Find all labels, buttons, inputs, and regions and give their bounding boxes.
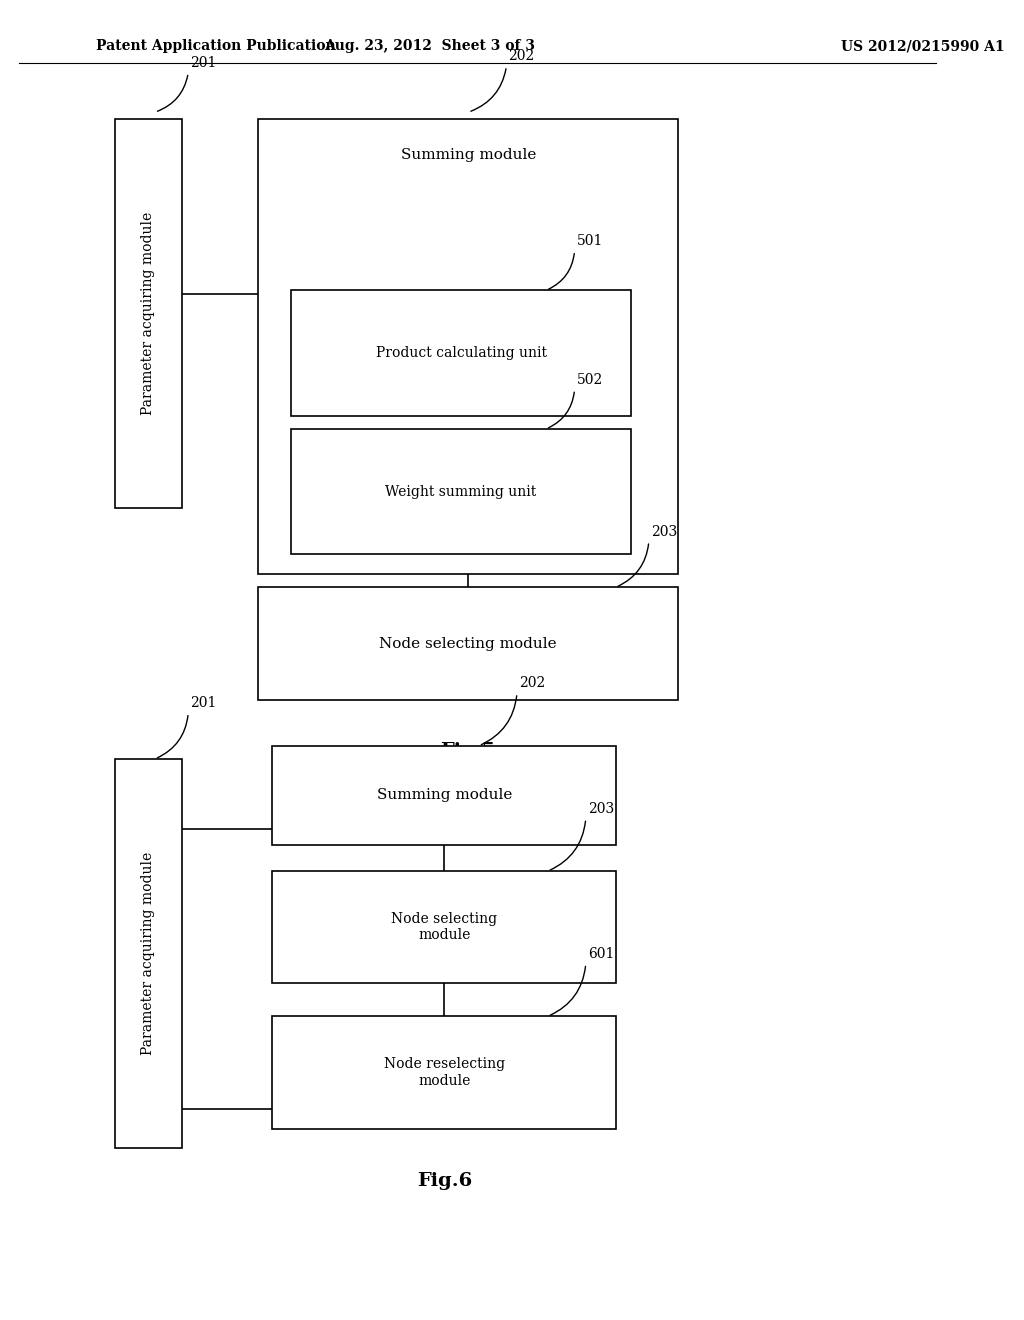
Text: 201: 201 (190, 696, 216, 710)
FancyBboxPatch shape (272, 746, 616, 845)
Text: Fig.5: Fig.5 (440, 742, 496, 760)
FancyBboxPatch shape (115, 119, 181, 508)
FancyBboxPatch shape (115, 759, 181, 1148)
Text: Weight summing unit: Weight summing unit (385, 484, 537, 499)
Text: Node selecting module: Node selecting module (380, 636, 557, 651)
Text: Product calculating unit: Product calculating unit (376, 346, 547, 360)
Text: Summing module: Summing module (377, 788, 512, 803)
Text: 502: 502 (577, 372, 603, 387)
Text: Summing module: Summing module (400, 148, 536, 162)
Text: 203: 203 (651, 524, 677, 539)
Text: 202: 202 (508, 49, 535, 63)
Text: Node selecting
module: Node selecting module (391, 912, 498, 942)
Text: Node reselecting
module: Node reselecting module (384, 1057, 505, 1088)
Text: 201: 201 (190, 55, 216, 70)
Text: Parameter acquiring module: Parameter acquiring module (141, 213, 155, 414)
Text: 202: 202 (519, 676, 545, 690)
FancyBboxPatch shape (272, 1016, 616, 1129)
FancyBboxPatch shape (258, 119, 679, 574)
Text: 601: 601 (588, 946, 614, 961)
Text: 203: 203 (588, 801, 614, 816)
Text: Aug. 23, 2012  Sheet 3 of 3: Aug. 23, 2012 Sheet 3 of 3 (325, 40, 536, 53)
FancyBboxPatch shape (292, 290, 631, 416)
FancyBboxPatch shape (258, 587, 679, 700)
Text: Fig.6: Fig.6 (417, 1172, 472, 1191)
Text: Parameter acquiring module: Parameter acquiring module (141, 853, 155, 1055)
Text: 501: 501 (577, 234, 603, 248)
FancyBboxPatch shape (292, 429, 631, 554)
Text: Patent Application Publication: Patent Application Publication (95, 40, 335, 53)
Text: US 2012/0215990 A1: US 2012/0215990 A1 (841, 40, 1005, 53)
FancyBboxPatch shape (272, 871, 616, 983)
